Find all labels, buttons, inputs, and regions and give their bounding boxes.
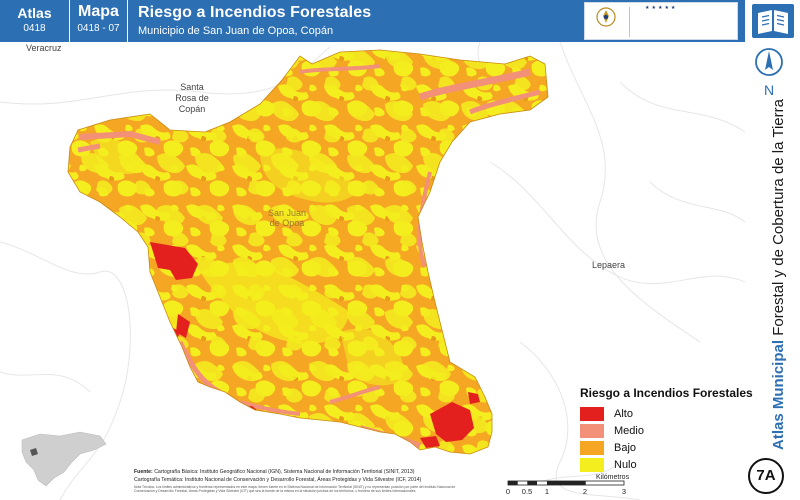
legend-swatch-alto bbox=[580, 406, 604, 421]
atlas-book-icon bbox=[752, 4, 794, 38]
honduras-locator-map bbox=[20, 428, 108, 488]
map-code-block: Mapa 0418 - 07 bbox=[70, 0, 128, 42]
place-label-san-juan-l1: San Juan bbox=[267, 208, 307, 218]
chapter-badge: 7A bbox=[748, 458, 784, 494]
government-seal-icon bbox=[596, 7, 616, 27]
risk-surface bbox=[68, 50, 548, 454]
institution-logos: ★★★★★ bbox=[584, 2, 738, 40]
legend-item-nulo: Nulo bbox=[580, 456, 753, 473]
logo-divider bbox=[629, 7, 630, 37]
scale-tick-1: 1 bbox=[545, 487, 549, 496]
place-label-santa-rosa: Santa Rosa de Copán bbox=[172, 82, 212, 115]
legend-label-alto: Alto bbox=[614, 407, 633, 420]
place-label-santa-rosa-l2: Rosa de bbox=[175, 93, 209, 103]
map-code: 0418 - 07 bbox=[77, 23, 120, 34]
source-label: Fuente: bbox=[134, 469, 153, 475]
legend-swatch-nulo bbox=[580, 457, 604, 472]
legend-item-alto: Alto bbox=[580, 405, 753, 422]
north-label: N bbox=[764, 82, 774, 98]
scale-tick-3: 3 bbox=[622, 487, 626, 496]
atlas-code-block: Atlas 0418 bbox=[0, 0, 70, 42]
scale-tick-2: 2 bbox=[583, 487, 587, 496]
legend-swatch-medio bbox=[580, 423, 604, 438]
map-subtitle: Municipio de San Juan de Opoa, Copán bbox=[138, 25, 334, 37]
scale-tick-0-5: 0.5 bbox=[522, 487, 532, 496]
legend-item-bajo: Bajo bbox=[580, 439, 753, 456]
municipality-boundary bbox=[67, 49, 549, 455]
vertical-atlas-title: Atlas Municipal Forestal y de Cobertura … bbox=[770, 99, 787, 450]
map-title: Riesgo a Incendios Forestales bbox=[138, 4, 372, 21]
atlas-code: 0418 bbox=[23, 23, 46, 34]
place-label-santa-rosa-l3: Copán bbox=[178, 104, 206, 114]
vertical-title-rest: Forestal y de Cobertura de la Tierra bbox=[770, 99, 787, 336]
title-block: Riesgo a Incendios Forestales Municipio … bbox=[138, 4, 371, 37]
legend-title: Riesgo a Incendios Forestales bbox=[580, 386, 753, 400]
technical-note: Nota Técnica: Los límites administrativo… bbox=[134, 485, 456, 494]
legend-label-medio: Medio bbox=[614, 424, 644, 437]
map-canvas: Veracruz Santa Rosa de Copán San Juan de… bbox=[0, 41, 746, 500]
scale-unit: Kilómetros bbox=[596, 474, 630, 481]
legend: Riesgo a Incendios Forestales Alto Medio… bbox=[580, 386, 753, 473]
place-label-veracruz: Veracruz bbox=[26, 43, 62, 53]
place-label-lepaera: Lepaera bbox=[592, 260, 626, 270]
stars-icon: ★★★★★ bbox=[645, 5, 678, 11]
header-bar: Atlas 0418 Mapa 0418 - 07 Riesgo a Incen… bbox=[0, 0, 745, 42]
legend-item-medio: Medio bbox=[580, 422, 753, 439]
vertical-title-bold: Atlas Municipal bbox=[770, 339, 787, 450]
right-sidebar bbox=[745, 0, 800, 500]
scale-bar: Kilómetros 0 0.5 1 2 3 bbox=[500, 472, 640, 498]
north-arrow-icon: N bbox=[754, 44, 784, 100]
legend-swatch-bajo bbox=[580, 440, 604, 455]
source-notes: Fuente: Cartografía Básica: Instituto Ge… bbox=[134, 469, 474, 494]
legend-label-bajo: Bajo bbox=[614, 441, 637, 454]
map-label: Mapa bbox=[78, 3, 119, 20]
source-line-2: Cartografía Temática: Instituto Nacional… bbox=[134, 476, 422, 483]
place-label-santa-rosa-l1: Santa bbox=[180, 82, 204, 92]
scale-tick-0: 0 bbox=[506, 487, 510, 496]
legend-label-nulo: Nulo bbox=[614, 458, 637, 471]
place-label-san-juan-de-opoa: San Juan de Opoa bbox=[264, 208, 310, 228]
place-label-san-juan-l2: de Opoa bbox=[269, 218, 305, 228]
atlas-label: Atlas bbox=[17, 5, 52, 21]
municipality-locator-icon bbox=[30, 448, 38, 456]
source-line-1: Cartografía Básica: Instituto Geográfico… bbox=[154, 469, 415, 475]
map-svg bbox=[0, 41, 746, 500]
